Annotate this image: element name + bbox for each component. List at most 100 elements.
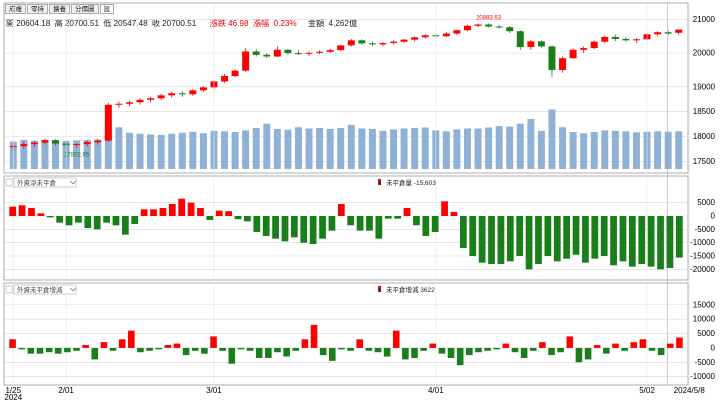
close-label: 收 [151, 19, 161, 28]
foreign-net-position-legend-swatch-2 [379, 181, 381, 185]
foreign-position-change-bar-29 [274, 347, 281, 353]
foreign-net-position-bar-60 [572, 216, 580, 255]
candle-61 [654, 31, 662, 37]
candle-62 [664, 30, 672, 35]
foreign-position-change-bar-21 [201, 347, 208, 354]
volume-bar-62 [664, 131, 672, 169]
tab-0[interactable]: 成複 [5, 4, 26, 14]
candle-47 [506, 26, 514, 33]
foreign-position-change-bar-40 [374, 347, 382, 353]
candle-body-6 [73, 144, 81, 146]
foreign-net-position-bar-31 [300, 216, 308, 243]
foreign-net-position-bar-57 [544, 216, 552, 256]
candle-body-52 [559, 58, 567, 70]
foreign-position-change-bar-31 [292, 347, 300, 351]
foreign-position-change-bar-25 [237, 347, 245, 350]
foreign-net-position-bar-38 [366, 216, 373, 231]
foreign-net-position-selector[interactable] [13, 177, 77, 188]
tab-3[interactable]: 分價圖 [71, 4, 99, 14]
foreign-position-change-bar-46 [429, 343, 437, 348]
price-ytick-5: 21000 [693, 15, 716, 24]
foreign-position-change-ytick-2: 5000 [697, 329, 715, 338]
candle-50 [537, 40, 545, 49]
foreign-position-change-bar-37 [347, 347, 354, 351]
price-annotation-1: 17802.95 [64, 153, 90, 159]
candle-body-59 [632, 39, 640, 41]
foreign-position-change-bar-33 [310, 324, 318, 348]
foreign-position-change-bar-17 [164, 345, 172, 348]
foreign-position-change-bar-9 [91, 347, 99, 360]
volume-bar-52 [559, 127, 567, 169]
candle-body-31 [337, 45, 345, 51]
volume-bar-21 [231, 132, 239, 169]
close-value: 20700.51 [162, 19, 197, 28]
candle-body-43 [463, 25, 471, 31]
foreign-position-change-bar-23 [219, 347, 226, 351]
candle-body-53 [569, 49, 577, 59]
foreign-position-change-bar-10 [100, 342, 108, 348]
volume-bar-30 [326, 128, 334, 169]
candle-body-4 [52, 140, 60, 144]
tab-1[interactable]: 零持 [27, 4, 48, 14]
volume-bar-63 [675, 131, 683, 169]
candle-body-37 [400, 39, 408, 42]
foreign-position-change-bar-39 [365, 347, 373, 351]
foreign-net-position-bar-53 [506, 216, 514, 262]
candle-body-61 [654, 32, 662, 35]
candle-body-23 [252, 51, 260, 55]
foreign-position-change-bar-11 [109, 347, 117, 351]
foreign-net-position-bar-59 [563, 216, 571, 259]
candle-body-32 [347, 40, 355, 46]
open-value: 20604.18 [16, 19, 51, 28]
foreign-net-position-bar-34 [328, 216, 336, 231]
foreign-net-position-bar-64 [610, 216, 617, 266]
foreign-position-change-ytick-4: -5000 [695, 358, 716, 367]
volume-bar-43 [463, 128, 471, 169]
tab-2[interactable]: 擴養 [49, 4, 70, 14]
chevron-down-icon [69, 287, 77, 292]
foreign-position-change-bar-41 [383, 347, 391, 357]
foreign-position-change-bar-3 [36, 347, 44, 354]
foreign-position-change-bar-19 [182, 347, 190, 356]
foreign-net-position-bar-2 [28, 208, 35, 216]
foreign-net-position-bar-16 [159, 208, 167, 216]
candle-body-33 [358, 40, 366, 44]
foreign-net-position-bar-13 [131, 216, 139, 224]
foreign-position-change-bar-42 [392, 330, 400, 348]
foreign-net-position-bar-5 [56, 216, 64, 223]
price-annotation-0: 20883.63 [476, 15, 502, 21]
foreign-net-position-bar-51 [488, 216, 495, 264]
candle-27 [294, 50, 302, 56]
foreign-position-change-bar-55 [511, 347, 519, 353]
candle-17 [189, 88, 197, 96]
foreign-net-position-bar-45 [431, 216, 439, 232]
foreign-position-change-bar-28 [265, 347, 272, 358]
candle-48 [516, 30, 524, 50]
candle-body-35 [379, 43, 387, 45]
foreign-position-change-selector[interactable] [13, 284, 77, 295]
pct-label: 漲幅 [252, 19, 270, 28]
volume-bar-25 [273, 128, 281, 169]
tab-4[interactable]: 設 [99, 4, 114, 14]
volume-bar-57 [611, 130, 619, 169]
foreign-position-change-bar-53 [493, 347, 501, 350]
candle-body-10 [115, 103, 123, 105]
candle-body-20 [221, 76, 229, 82]
foreign-net-position-bar-42 [403, 208, 411, 216]
volume-bar-8 [94, 139, 102, 169]
candle-7 [83, 140, 91, 147]
foreign-position-change-bar-47 [438, 347, 446, 354]
panel-frame-1 [3, 175, 689, 281]
foreign-position-change-bar-67 [621, 347, 628, 351]
candle-55 [590, 40, 598, 50]
foreign-net-position-ytick-2: -5000 [695, 225, 716, 234]
foreign-position-change-bar-38 [356, 339, 363, 348]
candle-body-44 [474, 24, 482, 26]
candle-28 [305, 51, 313, 56]
panel-frame-0 [3, 2, 689, 174]
volume-bar-55 [590, 132, 598, 169]
foreign-net-position-bar-61 [582, 216, 589, 263]
candle-body-41 [442, 33, 450, 37]
volume-bar-17 [189, 131, 197, 169]
